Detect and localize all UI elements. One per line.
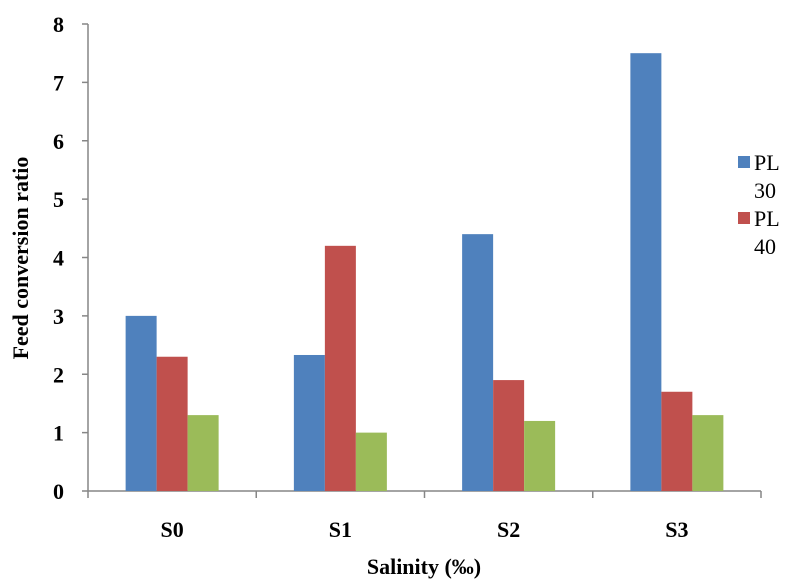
x-tick-label: S0 [161, 517, 184, 542]
bar [125, 315, 157, 491]
y-tick-label: 6 [53, 129, 64, 154]
bar [293, 354, 325, 491]
bar [156, 356, 188, 491]
x-tick-label: S1 [329, 517, 352, 542]
y-axis-title: Feed conversion ratio [8, 157, 33, 360]
x-tick-label: S2 [497, 517, 520, 542]
legend: PL 30 PL 40 [738, 150, 780, 259]
y-tick-label: 8 [53, 12, 64, 37]
bar [630, 53, 662, 491]
y-ticks: 0 1 2 3 4 5 6 7 8 [53, 12, 88, 504]
y-tick-label: 5 [53, 187, 64, 212]
legend-label: 30 [754, 178, 776, 203]
y-tick-label: 1 [53, 421, 64, 446]
x-ticks: S0 S1 S2 S3 [87, 491, 762, 542]
bar [187, 415, 219, 491]
y-tick-label: 2 [53, 362, 64, 387]
bar [493, 380, 525, 491]
y-tick-label: 7 [53, 70, 64, 95]
legend-label: PL [754, 206, 780, 231]
bars [125, 53, 724, 491]
x-tick-label: S3 [665, 517, 688, 542]
y-tick-label: 0 [53, 479, 64, 504]
bar [661, 391, 693, 491]
y-tick-label: 3 [53, 304, 64, 329]
bar [524, 420, 556, 491]
legend-label: 40 [754, 234, 776, 259]
legend-swatch [738, 212, 750, 224]
legend-swatch [738, 156, 750, 168]
legend-label: PL [754, 150, 780, 175]
y-tick-label: 4 [53, 246, 64, 271]
x-axis-title: Salinity (‰) [367, 554, 481, 579]
bar [692, 415, 724, 491]
bar [355, 432, 387, 491]
bar [324, 245, 356, 491]
bar [462, 234, 494, 491]
